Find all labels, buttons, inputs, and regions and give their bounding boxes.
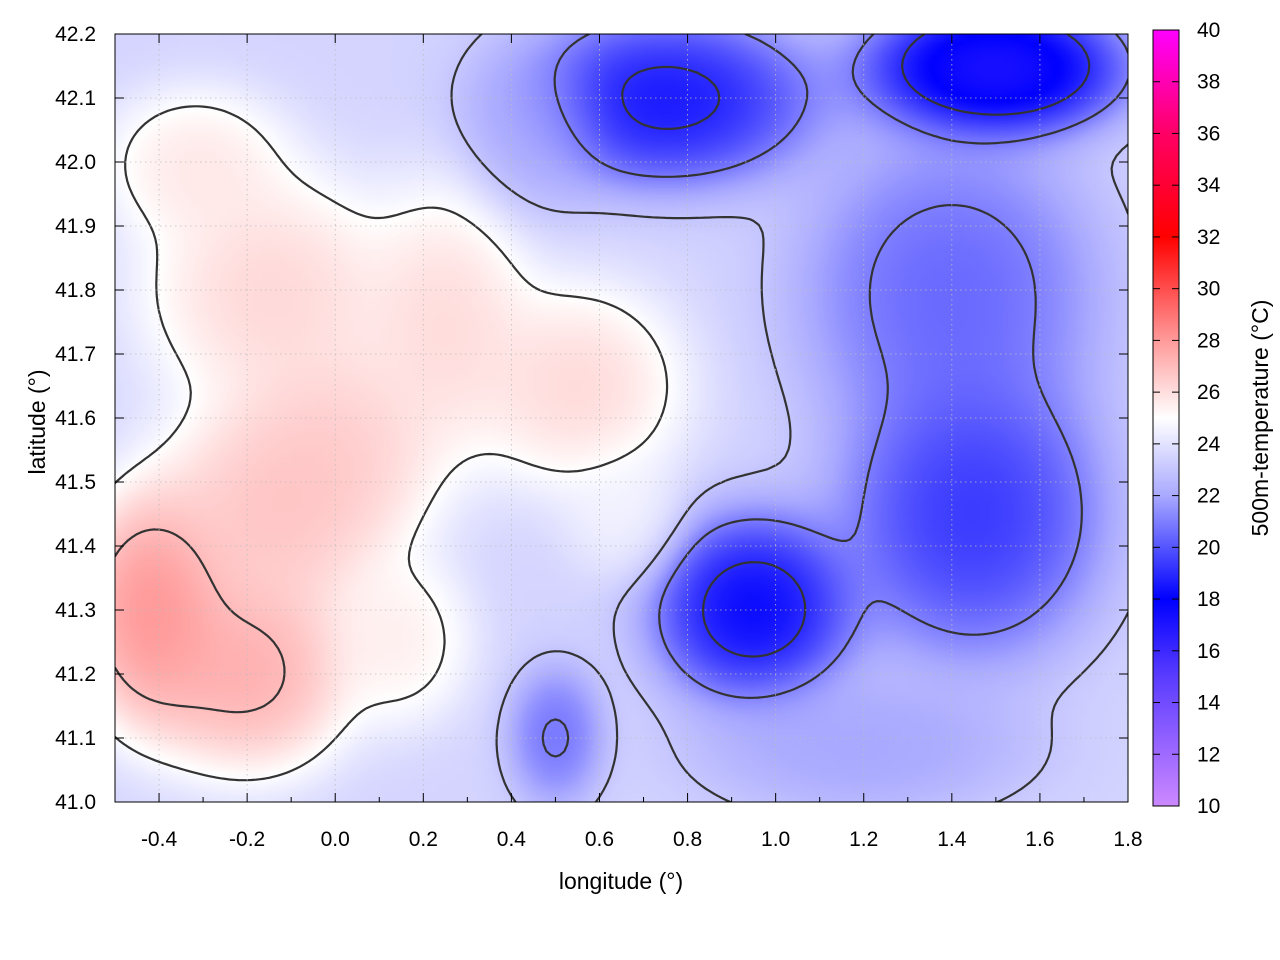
x-tick-label: 1.8 <box>1113 828 1142 851</box>
contour-27 <box>115 528 286 714</box>
y-tick-label: 41.6 <box>55 407 96 430</box>
colorbar-tick-label: 22 <box>1197 485 1220 508</box>
colorbar-tick-label: 12 <box>1197 743 1220 766</box>
colorbar-tick-label: 20 <box>1197 536 1220 559</box>
x-axis-title: longitude (°) <box>559 868 683 894</box>
colorbar-tick-label: 34 <box>1197 174 1221 197</box>
temperature-contours <box>115 34 1128 802</box>
colorbar-tick-label: 40 <box>1197 19 1220 42</box>
colorbar-tick-label: 38 <box>1197 71 1220 94</box>
colorbar-tick-label: 32 <box>1197 226 1220 249</box>
x-tick-label: 1.4 <box>937 828 967 851</box>
y-tick-label: 42.0 <box>55 151 96 174</box>
y-axis-title: latitude (°) <box>24 369 50 474</box>
contour-23 <box>450 34 1128 802</box>
colorbar-tick-label: 24 <box>1197 433 1221 456</box>
colorbar-tick-label: 36 <box>1197 122 1220 145</box>
x-tick-label: 0.4 <box>497 828 527 851</box>
colorbar-gradient <box>1152 29 1180 807</box>
colorbar: 10 12 14 16 18 20 22 24 26 28 30 32 34 36 38 40 500m-te… <box>1152 19 1273 818</box>
x-tick-label: -0.2 <box>229 828 265 851</box>
y-tick-label: 41.8 <box>55 279 96 302</box>
x-tick-label: 0.0 <box>321 828 350 851</box>
x-tick-label: 0.8 <box>673 828 702 851</box>
x-tick-label: 0.2 <box>409 828 438 851</box>
y-tick-label: 41.9 <box>55 215 96 238</box>
colorbar-tick-label: 26 <box>1197 381 1220 404</box>
y-tick-label: 41.3 <box>55 599 96 622</box>
contour-25 <box>115 105 669 782</box>
y-tick-label: 41.7 <box>55 343 96 366</box>
x-tick-label: 1.2 <box>849 828 878 851</box>
colorbar-tick-label: 14 <box>1197 692 1221 715</box>
x-tick-label: -0.4 <box>141 828 178 851</box>
colorbar-ticks: 10 12 14 16 18 20 22 24 26 28 30 32 34 36 38 40 <box>1153 19 1221 818</box>
y-tick-label: 41.0 <box>55 791 96 814</box>
x-tick-label: 0.6 <box>585 828 614 851</box>
y-tick-label: 41.1 <box>55 727 96 750</box>
contour-21 <box>541 34 1128 758</box>
plot-area <box>114 33 1129 803</box>
y-tick-label: 41.4 <box>55 535 96 558</box>
colorbar-tick-label: 30 <box>1197 278 1220 301</box>
y-tick-label: 42.1 <box>55 87 96 110</box>
x-axis: -0.4 -0.2 0.0 0.2 0.4 0.6 0.8 1.0 1.2 1.4 1.6 1.8 <box>141 34 1143 851</box>
y-axis: 41.0 41.1 41.2 41.3 41.4 41.5 41.6 41.7 41.8 41.9… <box>55 23 1128 814</box>
colorbar-tick-label: 18 <box>1197 588 1220 611</box>
y-tick-label: 41.5 <box>55 471 96 494</box>
colorbar-title: 500m-temperature (°C) <box>1247 300 1273 537</box>
colorbar-tick-label: 10 <box>1197 795 1220 818</box>
colorbar-tick-label: 28 <box>1197 329 1220 352</box>
y-tick-label: 41.2 <box>55 663 96 686</box>
contour-19 <box>621 34 1091 658</box>
x-tick-label: 1.0 <box>761 828 790 851</box>
colorbar-tick-label: 16 <box>1197 640 1220 663</box>
y-tick-label: 42.2 <box>55 23 96 46</box>
x-tick-label: 1.6 <box>1025 828 1054 851</box>
